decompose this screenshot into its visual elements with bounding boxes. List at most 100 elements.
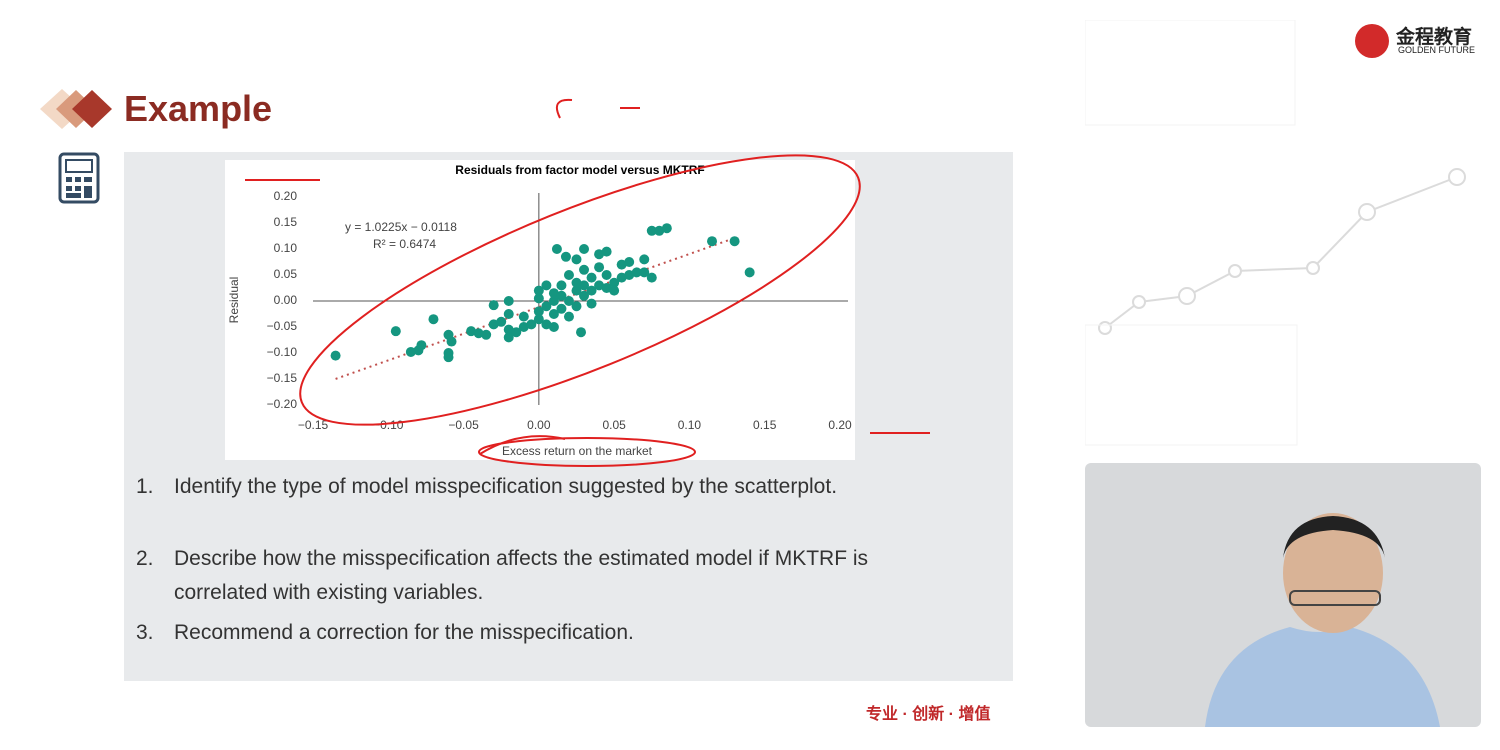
logo-name: 金程教育 (1396, 27, 1473, 48)
question: 2. Describe how the misspecification affe… (136, 542, 916, 610)
point (488, 319, 499, 330)
point (601, 283, 612, 293)
y-axis-label: Residual (227, 277, 241, 324)
point (548, 309, 559, 319)
point (661, 223, 672, 234)
point (594, 262, 605, 273)
point (511, 327, 522, 338)
point (639, 254, 650, 265)
point (560, 251, 571, 262)
point (631, 267, 642, 278)
background-graphic (1085, 20, 1466, 446)
point (405, 346, 416, 357)
point (624, 257, 635, 267)
x-axis-label: Excess return on the market (502, 444, 653, 458)
point (624, 270, 635, 280)
point (594, 249, 605, 260)
point (601, 270, 612, 280)
point (533, 306, 544, 317)
point (330, 350, 341, 361)
y-tick-label: 0.15 (274, 215, 298, 229)
point (579, 290, 590, 301)
point (571, 301, 582, 312)
x-tick-label: −0.15 (298, 418, 329, 432)
title-icon (40, 89, 112, 129)
point (571, 277, 582, 288)
point (496, 316, 507, 327)
point (586, 285, 597, 296)
point (443, 352, 454, 363)
point (556, 303, 567, 314)
point (473, 328, 484, 339)
point (563, 296, 574, 306)
equation: y = 1.0225x − 0.0118 (345, 220, 457, 234)
x-tick-label: 0.20 (828, 418, 852, 432)
point (541, 301, 552, 312)
x-tick-label: 0.10 (678, 418, 702, 432)
footer-slogan: 专业 · 创新 · 增值 (866, 706, 991, 723)
point (646, 225, 657, 236)
chart: Residuals from factor model versus MKTRF… (225, 160, 855, 460)
point (518, 322, 529, 332)
r-squared: R² = 0.6474 (373, 237, 436, 251)
point (594, 280, 605, 291)
point (579, 280, 590, 291)
y-tick-label: 0.10 (274, 241, 298, 255)
question: 1. Identify the type of model misspecific… (136, 470, 916, 504)
point (548, 322, 559, 332)
point (390, 326, 401, 337)
point (579, 244, 590, 254)
point (744, 267, 755, 278)
point (707, 236, 718, 247)
point (548, 296, 559, 306)
point (541, 280, 552, 291)
y-tick-label: 0.05 (274, 267, 298, 281)
point (616, 259, 627, 270)
chart-title: Residuals from factor model versus MKTRF (455, 163, 704, 177)
point (729, 236, 740, 247)
point (556, 290, 567, 301)
y-tick-label: −0.10 (267, 345, 298, 359)
point (556, 280, 567, 291)
x-tick-label: −0.05 (448, 418, 479, 432)
question: 3. Recommend a correction for the misspec… (136, 616, 916, 650)
point (428, 314, 439, 325)
handwriting (245, 98, 930, 467)
y-tick-label: −0.20 (267, 397, 298, 411)
video-panel (1085, 463, 1481, 727)
y-tick-label: 0.00 (274, 293, 298, 307)
y-tick-label: −0.15 (267, 371, 298, 385)
point (503, 332, 514, 343)
point (646, 272, 657, 283)
point (548, 288, 559, 299)
logo-sub: GOLDEN FUTURE (1398, 45, 1476, 55)
point (639, 267, 650, 278)
point (503, 324, 514, 335)
y-tick-label: 0.20 (274, 189, 298, 203)
slide-title: Example (124, 88, 273, 129)
point (601, 246, 612, 257)
point (533, 285, 544, 296)
point (586, 298, 597, 309)
x-tick-label: 0.00 (527, 418, 551, 432)
calculator-icon (58, 152, 100, 204)
point (579, 264, 590, 275)
point (654, 225, 665, 236)
question-number: 3. (136, 621, 154, 644)
x-tick-label: −0.10 (373, 418, 404, 432)
point (576, 327, 587, 338)
point (503, 309, 514, 319)
point (586, 272, 597, 283)
point (609, 285, 620, 296)
logo-mark (1355, 24, 1389, 58)
question-number: 2. (136, 547, 154, 570)
point (518, 311, 529, 322)
question-number: 1. (136, 475, 154, 498)
point (446, 336, 457, 347)
point (526, 319, 537, 330)
point (541, 319, 552, 330)
point (571, 285, 582, 296)
point (551, 244, 562, 254)
point (616, 272, 627, 283)
